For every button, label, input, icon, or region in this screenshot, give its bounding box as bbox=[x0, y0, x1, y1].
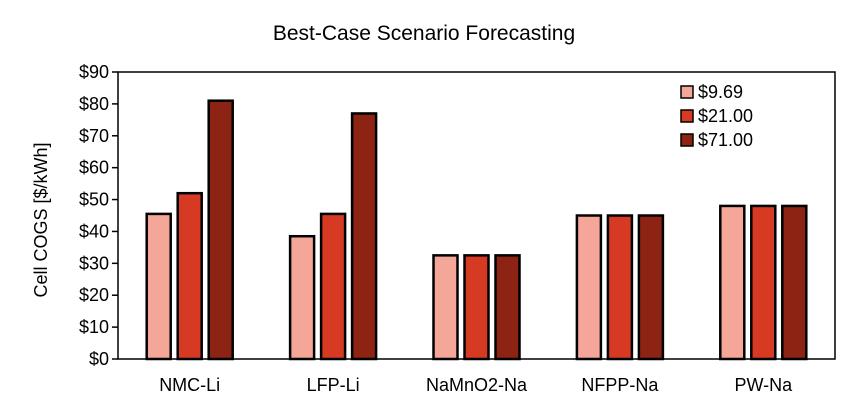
bar-nfpp-na-series-3 bbox=[637, 214, 665, 361]
x-tick-label: NaMnO2-Na bbox=[426, 375, 528, 395]
y-tick-label: $20 bbox=[79, 285, 109, 305]
y-tick-label: $40 bbox=[79, 221, 109, 241]
y-tick-label: $80 bbox=[79, 94, 109, 114]
legend-label: $21.00 bbox=[698, 106, 753, 126]
y-tick-label: $50 bbox=[79, 190, 109, 210]
legend-label: $9.69 bbox=[698, 82, 743, 102]
y-tick-label: $0 bbox=[89, 349, 109, 369]
x-tick-label: LFP-Li bbox=[307, 375, 360, 395]
bar-nfpp-na-series-1 bbox=[575, 214, 603, 361]
y-tick-label: $10 bbox=[79, 317, 109, 337]
legend-swatch bbox=[680, 109, 694, 123]
bar-namno2-na-series-1 bbox=[432, 254, 459, 361]
y-tick-label: $70 bbox=[79, 126, 109, 146]
bar-lfp-li-series-2 bbox=[319, 212, 347, 361]
x-tick-label: NMC-Li bbox=[159, 375, 220, 395]
y-axis-label: Cell COGS [$/kWh] bbox=[31, 142, 51, 297]
bar-pw-na-series-2 bbox=[750, 204, 777, 361]
plot-area bbox=[117, 71, 836, 361]
y-tick-label: $60 bbox=[79, 158, 109, 178]
bar-nfpp-na-series-2 bbox=[606, 214, 634, 361]
legend-swatch bbox=[680, 85, 694, 99]
bar-namno2-na-series-2 bbox=[463, 254, 490, 361]
legend-label: $71.00 bbox=[698, 130, 753, 150]
bar-lfp-li-series-1 bbox=[288, 234, 316, 361]
bar-lfp-li-series-3 bbox=[350, 112, 378, 361]
bar-nmc-li-series-2 bbox=[176, 191, 203, 361]
y-tick-label: $90 bbox=[79, 62, 109, 82]
bar-pw-na-series-3 bbox=[781, 204, 808, 361]
bar-pw-na-series-1 bbox=[719, 204, 746, 361]
chart-title: Best-Case Scenario Forecasting bbox=[273, 22, 575, 45]
x-axis-ticks: NMC-Li LFP-Li NaMnO2-Na NFPP-Na PW-Na bbox=[159, 375, 793, 395]
y-axis-ticks: $0 $10 $20 $30 $40 $50 $60 $70 $80 $90 bbox=[79, 62, 118, 369]
bar-namno2-na-series-3 bbox=[494, 254, 521, 361]
legend-swatch bbox=[680, 133, 694, 147]
bar-nmc-li-series-3 bbox=[207, 99, 234, 361]
x-tick-label: PW-Na bbox=[734, 375, 793, 395]
legend: $9.69 $21.00 $71.00 bbox=[680, 82, 753, 150]
bar-nmc-li-series-1 bbox=[145, 212, 172, 361]
x-tick-label: NFPP-Na bbox=[581, 375, 659, 395]
y-tick-label: $30 bbox=[79, 253, 109, 273]
